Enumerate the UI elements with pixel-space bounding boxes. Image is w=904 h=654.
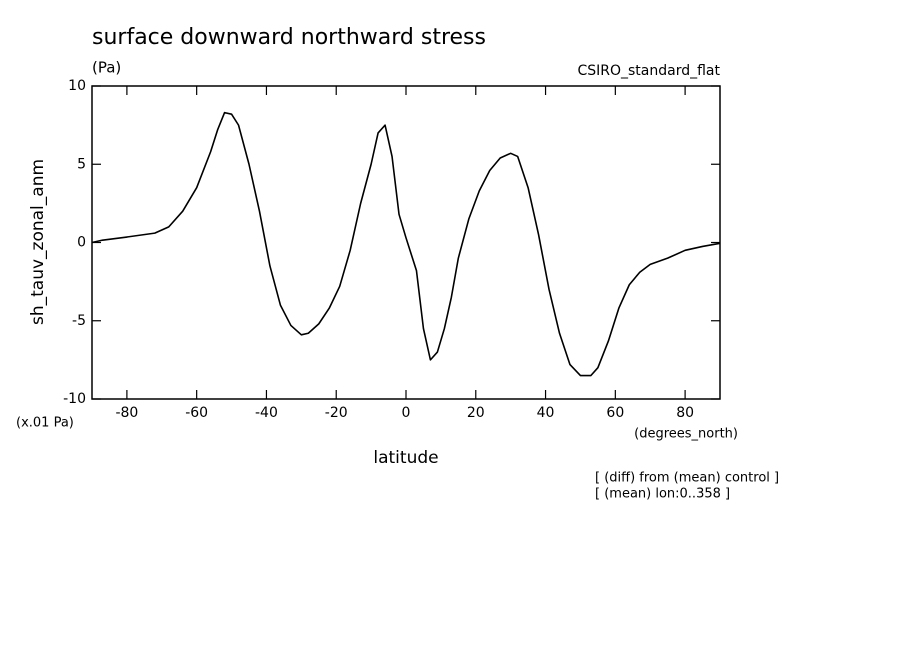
chart-title: surface downward northward stress	[92, 25, 486, 50]
y-tick-label: 10	[68, 78, 86, 94]
x-tick-label: -60	[185, 405, 208, 421]
x-tick-label: -40	[255, 405, 278, 421]
dataset-label: CSIRO_standard_flat	[577, 63, 720, 79]
x-tick-label: 0	[402, 405, 411, 421]
note: [ (mean) lon:0..358 ]	[595, 487, 730, 502]
x-tick-label: 40	[537, 405, 555, 421]
x-tick-label: 20	[467, 405, 485, 421]
y-tick-label: -10	[63, 391, 86, 407]
note: [ (diff) from (mean) control ]	[595, 471, 779, 486]
y-tick-label: -5	[72, 313, 86, 329]
data-line	[91, 111, 721, 377]
x-tick-label: 80	[676, 405, 694, 421]
y-axis-label: sh_tauv_zonal_anm	[28, 159, 48, 325]
plot-frame	[91, 85, 721, 400]
y-tick-label: 0	[77, 235, 86, 251]
units: (Pa)	[92, 59, 121, 77]
x-units: (degrees_north)	[634, 427, 738, 442]
x-tick-label: 60	[606, 405, 624, 421]
y-scale-note: (x.01 Pa)	[16, 416, 74, 431]
x-tick-label: -20	[325, 405, 348, 421]
x-tick-label: -80	[115, 405, 138, 421]
y-tick-label: 5	[77, 156, 86, 172]
x-axis-label: latitude	[373, 448, 438, 468]
